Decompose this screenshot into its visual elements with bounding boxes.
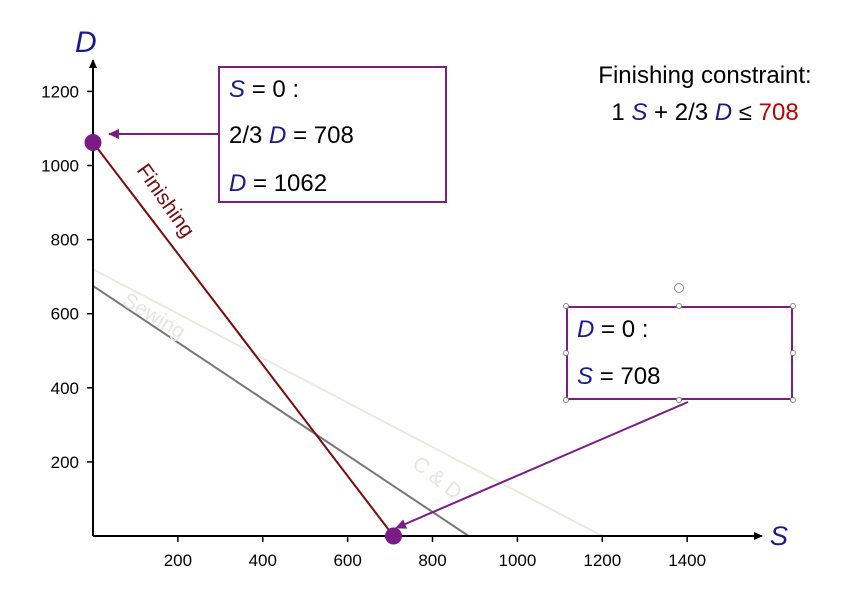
- d-box-var-d: D: [269, 122, 287, 149]
- resize-handle-bottom-right[interactable]: [790, 397, 796, 403]
- s-box-row-1: D = 0 :: [577, 316, 648, 344]
- resize-handle-top-right[interactable]: [790, 303, 796, 309]
- d-box-row-1-text: = 0 :: [251, 76, 300, 103]
- s-intercept-point: [384, 527, 402, 545]
- y-tick-label: 400: [51, 379, 79, 398]
- d-box-coef: 2/3: [229, 122, 263, 149]
- rotate-handle-icon[interactable]: [674, 283, 684, 293]
- s-box-row-2: S = 708: [577, 363, 660, 391]
- constraint-plus: +: [654, 99, 669, 126]
- x-tick-label: 800: [418, 551, 446, 570]
- resize-handle-top-left[interactable]: [563, 303, 569, 309]
- resize-handle-bottom[interactable]: [676, 397, 682, 403]
- constraint-var-d: D: [714, 99, 733, 126]
- sewing-constraint-line: [92, 285, 470, 537]
- s-intercept-arrow: [395, 401, 689, 529]
- d-box-row-2: 2/3 D = 708: [229, 122, 354, 150]
- d-box-var-s: S: [229, 76, 246, 103]
- y-axis-title: D: [75, 26, 97, 59]
- x-tick-label: 400: [249, 551, 277, 570]
- y-tick-label: 200: [51, 453, 79, 472]
- d-box-row-3-text: = 1062: [253, 170, 328, 197]
- d-box-row-2-text: = 708: [293, 122, 354, 149]
- s-intercept-box[interactable]: D = 0 : S = 708: [566, 306, 793, 400]
- y-tick-label: 600: [51, 305, 79, 324]
- x-axis-title: S: [770, 521, 788, 551]
- d-intercept-box: S = 0 : 2/3 D = 708 D = 1062: [218, 66, 447, 203]
- constraint-coef-s: 1: [611, 99, 625, 126]
- d-box-row-3: D = 1062: [229, 170, 327, 198]
- constraint-title-text: Finishing constraint:: [598, 62, 812, 89]
- finishing-line-label: Finishing: [132, 160, 199, 242]
- finishing-constraint-inequality: 1 S + 2/3 D ≤ 708: [585, 99, 825, 127]
- y-tick-label: 800: [51, 231, 79, 250]
- s-box-row-2-text: = 708: [599, 363, 661, 390]
- resize-handle-top[interactable]: [676, 303, 682, 309]
- d-box-row-1: S = 0 :: [229, 76, 299, 104]
- resize-handle-bottom-left[interactable]: [563, 397, 569, 403]
- finishing-constraint-title: Finishing constraint:: [585, 62, 825, 90]
- x-tick-label: 1400: [668, 551, 706, 570]
- s-box-var-d: D: [577, 316, 595, 343]
- d-box-var-d-2: D: [229, 170, 247, 197]
- constraint-rhs: 708: [758, 99, 799, 126]
- finishing-constraint-line: [92, 141, 395, 537]
- x-tick-label: 200: [164, 551, 192, 570]
- s-box-row-1-text: = 0 :: [601, 316, 649, 343]
- y-tick-label: 1200: [41, 82, 79, 101]
- y-tick-label: 1000: [41, 157, 79, 176]
- sewing-line-label: Sewing: [118, 289, 189, 344]
- c-d-constraint-line: [92, 268, 603, 537]
- d-intercept-point: [84, 134, 102, 152]
- constraint-var-s: S: [631, 99, 648, 126]
- x-tick-label: 1000: [498, 551, 536, 570]
- x-tick-label: 1200: [583, 551, 621, 570]
- constraint-operator: ≤: [738, 99, 752, 126]
- resize-handle-right[interactable]: [790, 350, 796, 356]
- constraint-coef-d: 2/3: [674, 99, 709, 126]
- x-tick-label: 600: [333, 551, 361, 570]
- resize-handle-left[interactable]: [563, 350, 569, 356]
- s-box-var-s: S: [577, 363, 594, 390]
